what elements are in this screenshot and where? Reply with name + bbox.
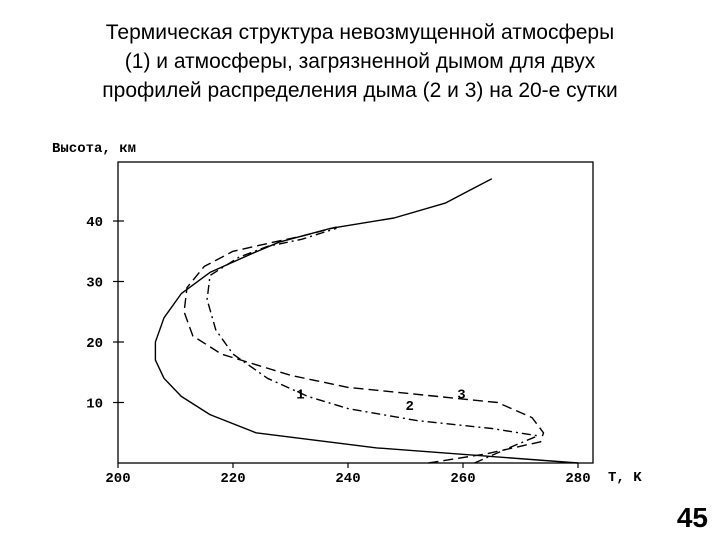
curve-labels: 1 2 3: [296, 387, 465, 414]
series-lines: [154, 178, 579, 464]
slide-title: Термическая структура невозмущенной атмо…: [20, 18, 700, 105]
y-tick-label: 10: [86, 397, 103, 413]
plot-frame: [117, 161, 594, 464]
y-tick-label: 40: [86, 215, 103, 231]
y-axis-label: Высота, км: [52, 141, 136, 157]
y-tick-label: 30: [86, 276, 103, 292]
series-line-1: [154, 178, 579, 464]
series-line-3: [183, 226, 545, 464]
x-tick-label: 220: [220, 471, 245, 487]
x-tick-label: 200: [105, 471, 130, 487]
y-tick-label: 20: [86, 336, 103, 352]
x-axis-label: T, K: [608, 470, 642, 486]
x-tick-label: 280: [565, 471, 590, 487]
curve-label-3: 3: [457, 387, 465, 403]
series-line-2: [206, 227, 539, 464]
curve-label-1: 1: [296, 387, 304, 403]
page-number: 45: [676, 502, 708, 533]
title-line-2: (1) и атмосферы, загрязненной дымом для …: [124, 50, 596, 73]
title-line-3: профилей распределения дыма (2 и 3) на 2…: [102, 79, 618, 102]
x-tick-label: 260: [450, 471, 475, 487]
x-tick-label: 240: [335, 471, 360, 487]
title-line-1: Термическая структура невозмущенной атмо…: [105, 21, 615, 44]
axis-ticks: 200 220 240 260 280 10 20 30 40: [86, 215, 590, 487]
curve-label-2: 2: [406, 399, 414, 415]
